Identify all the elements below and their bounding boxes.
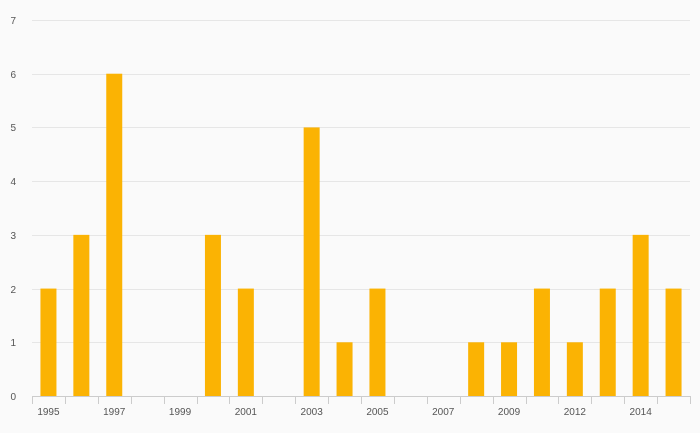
bar-2010 (533, 288, 550, 396)
bar-2003 (303, 127, 320, 396)
x-axis-tick-labels: 1995 1997 1999 2001 2003 2005 2007 2009 2012 2014 (37, 407, 652, 418)
bar-1996 (73, 234, 90, 396)
bar-2005 (369, 288, 386, 396)
x-tick-label: 2001 (235, 407, 258, 418)
x-axis-tick-marks (32, 396, 691, 404)
bar-2009 (501, 342, 518, 396)
bar-2013 (599, 288, 616, 396)
y-tick-label: 7 (10, 16, 16, 27)
y-tick-label: 6 (10, 70, 16, 81)
bar-2004 (336, 342, 353, 396)
bar-2015 (665, 288, 682, 396)
gridlines (32, 20, 690, 343)
x-tick-label: 1997 (103, 407, 126, 418)
bar-1997 (106, 73, 123, 396)
y-tick-label: 3 (10, 231, 16, 242)
bar-2012 (566, 342, 583, 396)
x-tick-label: 1995 (37, 407, 60, 418)
bar-2000 (204, 234, 221, 396)
x-tick-label: 2012 (564, 407, 587, 418)
y-tick-label: 0 (10, 392, 16, 403)
bar-1995 (40, 288, 57, 396)
x-tick-label: 2003 (301, 407, 324, 418)
x-tick-label: 2009 (498, 407, 521, 418)
bar-2001 (237, 288, 254, 396)
y-axis-tick-labels: 0 1 2 3 4 5 6 7 (10, 16, 16, 403)
y-tick-label: 5 (10, 123, 16, 134)
x-tick-label: 2014 (630, 407, 653, 418)
y-tick-label: 2 (10, 285, 16, 296)
x-tick-label: 2005 (366, 407, 389, 418)
x-tick-label: 1999 (169, 407, 192, 418)
y-tick-label: 1 (10, 338, 16, 349)
bar-2008 (468, 342, 485, 396)
y-tick-label: 4 (10, 177, 16, 188)
bar-2014 (632, 234, 649, 396)
bars (40, 73, 682, 396)
x-tick-label: 2007 (432, 407, 455, 418)
